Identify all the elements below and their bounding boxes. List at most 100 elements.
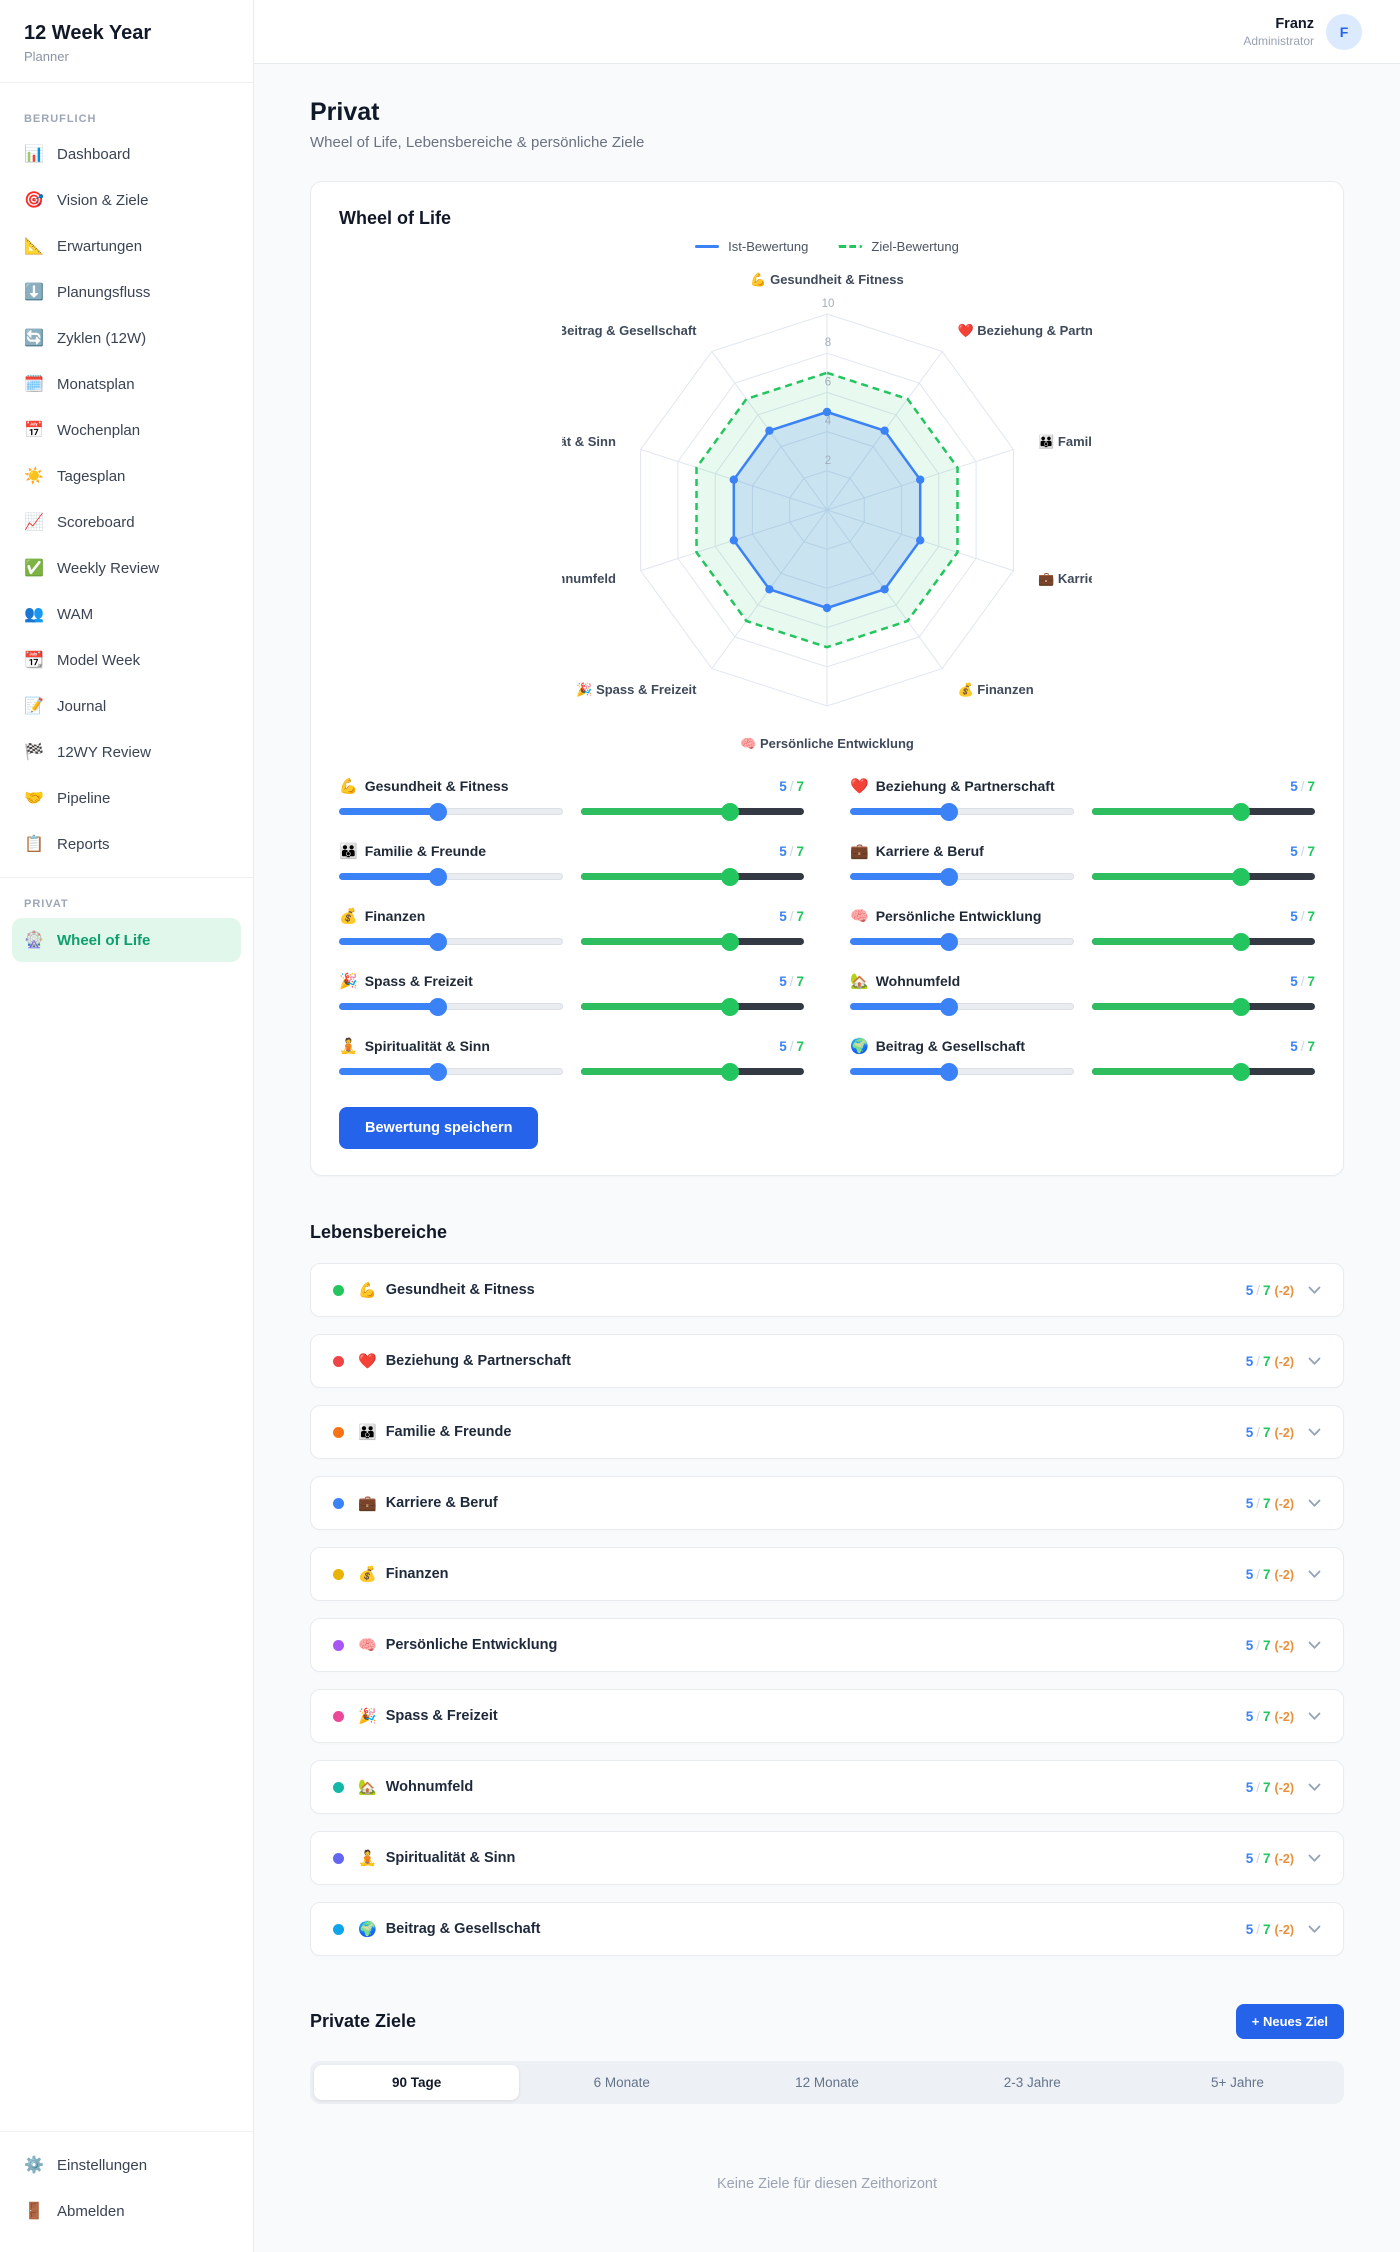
ziel-slider-thumb[interactable] — [1231, 997, 1250, 1016]
ist-slider-beitrag-gesellschaft[interactable] — [850, 1062, 1074, 1081]
ziel-slider-wohnumfeld[interactable] — [1091, 997, 1315, 1016]
sidebar-item-scoreboard[interactable]: 📈 Scoreboard — [0, 499, 253, 545]
svg-text:🏡 Wohnumfeld: 🏡 Wohnumfeld — [562, 571, 616, 586]
sidebar-item-wam[interactable]: 👥 WAM — [0, 591, 253, 637]
ziel-slider-spass-freizeit[interactable] — [580, 997, 804, 1016]
chevron-down-icon[interactable] — [1308, 1854, 1321, 1863]
ziel-slider-thumb[interactable] — [720, 1062, 739, 1081]
area-row-karriere-beruf[interactable]: 💼 Karriere & Beruf 5/7 (-2) — [310, 1476, 1344, 1530]
rating-cell-wohnumfeld: 🏡 Wohnumfeld 5/7 — [850, 972, 1315, 1016]
chevron-down-icon[interactable] — [1308, 1712, 1321, 1721]
ist-slider-thumb[interactable] — [429, 867, 448, 886]
sidebar-item-pipeline[interactable]: 🤝 Pipeline — [0, 775, 253, 821]
chevron-down-icon[interactable] — [1308, 1641, 1321, 1650]
ist-slider-pers-nliche-entwicklung[interactable] — [850, 932, 1074, 951]
sidebar-item-erwartungen[interactable]: 📐 Erwartungen — [0, 223, 253, 269]
sidebar-item-dashboard[interactable]: 📊 Dashboard — [0, 131, 253, 177]
ziel-slider-gesundheit-fitness[interactable] — [580, 802, 804, 821]
tab-90-tage[interactable]: 90 Tage — [314, 2065, 520, 2100]
avatar[interactable]: F — [1326, 13, 1362, 50]
area-name: Spass & Freizeit — [385, 1708, 498, 1724]
area-row-beziehung-partnerschaft[interactable]: ❤️ Beziehung & Partnerschaft 5/7 (-2) — [310, 1334, 1344, 1388]
area-row-finanzen[interactable]: 💰 Finanzen 5/7 (-2) — [310, 1547, 1344, 1601]
ist-slider-spass-freizeit[interactable] — [339, 997, 563, 1016]
ziel-slider-familie-freunde[interactable] — [580, 867, 804, 886]
ist-slider-beziehung-partnerschaft[interactable] — [850, 802, 1074, 821]
chevron-down-icon[interactable] — [1308, 1925, 1321, 1934]
ziel-slider-spiritualit-t-sinn[interactable] — [580, 1062, 804, 1081]
ist-slider-thumb[interactable] — [429, 1062, 448, 1081]
sidebar-item-wheel-of-life[interactable]: 🎡 Wheel of Life — [12, 918, 241, 962]
ziel-slider-finanzen[interactable] — [580, 932, 804, 951]
area-row-spass-freizeit[interactable]: 🎉 Spass & Freizeit 5/7 (-2) — [310, 1689, 1344, 1743]
area-row-beitrag-gesellschaft[interactable]: 🌍 Beitrag & Gesellschaft 5/7 (-2) — [310, 1902, 1344, 1956]
chevron-down-icon[interactable] — [1308, 1428, 1321, 1437]
tab-6-monate[interactable]: 6 Monate — [593, 2075, 650, 2090]
ist-slider-thumb[interactable] — [429, 802, 448, 821]
area-row-gesundheit-fitness[interactable]: 💪 Gesundheit & Fitness 5/7 (-2) — [310, 1263, 1344, 1317]
chevron-down-icon[interactable] — [1308, 1499, 1321, 1508]
ist-slider-gesundheit-fitness[interactable] — [339, 802, 563, 821]
sidebar-item-model-week[interactable]: 📆 Model Week — [0, 637, 253, 683]
tab-12-monate[interactable]: 12 Monate — [795, 2075, 859, 2090]
sidebar-item-wochenplan[interactable]: 📅 Wochenplan — [0, 407, 253, 453]
ziel-slider-beitrag-gesellschaft[interactable] — [1091, 1062, 1315, 1081]
slider-row — [850, 1062, 1315, 1081]
chevron-down-icon[interactable] — [1308, 1286, 1321, 1295]
sidebar-item-journal[interactable]: 📝 Journal — [0, 683, 253, 729]
ziel-slider-thumb[interactable] — [1231, 1062, 1250, 1081]
ist-slider-wohnumfeld[interactable] — [850, 997, 1074, 1016]
ist-slider-thumb[interactable] — [940, 932, 959, 951]
sidebar-item-monatsplan[interactable]: 🗓️ Monatsplan — [0, 361, 253, 407]
ziel-slider-thumb[interactable] — [720, 867, 739, 886]
new-goal-button[interactable]: + Neues Ziel — [1235, 2004, 1344, 2039]
ist-slider-familie-freunde[interactable] — [339, 867, 563, 886]
sidebar-item-weekly-review[interactable]: ✅ Weekly Review — [0, 545, 253, 591]
sidebar-item-abmelden[interactable]: 🚪 Abmelden — [0, 2188, 253, 2234]
area-row-wohnumfeld[interactable]: 🏡 Wohnumfeld 5/7 (-2) — [310, 1760, 1344, 1814]
chevron-down-icon[interactable] — [1308, 1783, 1321, 1792]
sidebar-item-tagesplan[interactable]: ☀️ Tagesplan — [0, 453, 253, 499]
chevron-down-icon[interactable] — [1308, 1570, 1321, 1579]
area-row-pers-nliche-entwicklung[interactable]: 🧠 Persönliche Entwicklung 5/7 (-2) — [310, 1618, 1344, 1672]
chevron-down-icon[interactable] — [1308, 1357, 1321, 1366]
tab-5-jahre[interactable]: 5+ Jahre — [1210, 2075, 1264, 2090]
legend-item-ist-bewertung[interactable]: Ist-Bewertung — [695, 239, 808, 254]
ist-slider-thumb[interactable] — [940, 997, 959, 1016]
ziel-slider-thumb[interactable] — [720, 997, 739, 1016]
ziel-slider-thumb[interactable] — [720, 932, 739, 951]
ziel-slider-thumb[interactable] — [1231, 867, 1250, 886]
wohnumfeld-icon: 🏡 — [850, 973, 869, 990]
ist-slider-thumb[interactable] — [940, 802, 959, 821]
sidebar-item-label: Wochenplan — [57, 421, 141, 439]
ziel-slider-thumb[interactable] — [720, 802, 739, 821]
ziel-slider-thumb[interactable] — [1231, 932, 1250, 951]
ziel-slider-thumb[interactable] — [1231, 802, 1250, 821]
ist-slider-thumb[interactable] — [429, 932, 448, 951]
ist-slider-thumb[interactable] — [940, 867, 959, 886]
abmelden-icon: 🚪 — [24, 2203, 44, 2220]
sidebar-item-zyklen-12w[interactable]: 🔄 Zyklen (12W) — [0, 315, 253, 361]
ziel-slider-karriere-beruf[interactable] — [1091, 867, 1315, 886]
ziel-slider-beziehung-partnerschaft[interactable] — [1091, 802, 1315, 821]
area-label: 🌍 Beitrag & Gesellschaft — [850, 1038, 1026, 1055]
ist-slider-finanzen[interactable] — [339, 932, 563, 951]
ist-slider-spiritualit-t-sinn[interactable] — [339, 1062, 563, 1081]
sidebar-item-12wy-review[interactable]: 🏁 12WY Review — [0, 729, 253, 775]
sidebar-item-planungsfluss[interactable]: ⬇️ Planungsfluss — [0, 269, 253, 315]
legend-item-ziel-bewertung[interactable]: Ziel-Bewertung — [838, 239, 959, 254]
area-row-spiritualit-t-sinn[interactable]: 🧘 Spiritualität & Sinn 5/7 (-2) — [310, 1831, 1344, 1885]
area-row-familie-freunde[interactable]: 👪 Familie & Freunde 5/7 (-2) — [310, 1405, 1344, 1459]
sidebar-item-reports[interactable]: 📋 Reports — [0, 821, 253, 867]
save-rating-button[interactable]: Bewertung speichern — [339, 1107, 539, 1149]
ist-slider-fill — [339, 873, 439, 880]
sidebar-item-vision-ziele[interactable]: 🎯 Vision & Ziele — [0, 177, 253, 223]
sidebar-item-einstellungen[interactable]: ⚙️ Einstellungen — [0, 2142, 253, 2188]
ziel-value: 7 — [1263, 1566, 1271, 1582]
ziel-slider-pers-nliche-entwicklung[interactable] — [1091, 932, 1315, 951]
ist-slider-thumb[interactable] — [940, 1062, 959, 1081]
tab-2-3-jahre[interactable]: 2-3 Jahre — [1003, 2075, 1061, 2090]
slider-row — [850, 867, 1315, 886]
ist-slider-karriere-beruf[interactable] — [850, 867, 1074, 886]
ist-slider-thumb[interactable] — [429, 997, 448, 1016]
